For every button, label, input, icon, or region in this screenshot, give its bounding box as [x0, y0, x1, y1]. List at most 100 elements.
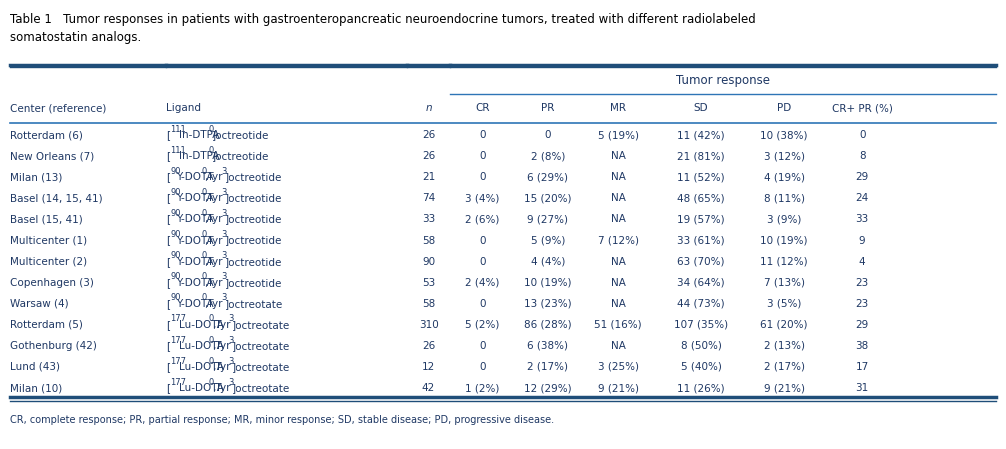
Text: 48 (65%): 48 (65%) [677, 194, 725, 203]
Text: 0: 0 [201, 272, 207, 282]
Text: MR: MR [611, 103, 626, 113]
Text: Basel (15, 41): Basel (15, 41) [10, 215, 82, 224]
Text: 0: 0 [209, 314, 214, 323]
Text: 5 (19%): 5 (19%) [598, 130, 639, 140]
Text: 31: 31 [855, 383, 869, 393]
Text: 23: 23 [855, 299, 869, 309]
Text: 0: 0 [479, 236, 486, 246]
Text: 33 (61%): 33 (61%) [677, 236, 725, 246]
Text: ,Tyr: ,Tyr [204, 277, 223, 288]
Text: 61 (20%): 61 (20%) [761, 320, 808, 330]
Text: ]octreotide: ]octreotide [224, 172, 282, 182]
Text: ]octreotate: ]octreotate [231, 362, 290, 372]
Text: Table 1   Tumor responses in patients with gastroenteropancreatic neuroendocrine: Table 1 Tumor responses in patients with… [10, 13, 756, 26]
Text: 29: 29 [855, 172, 869, 182]
Text: Y-DOTA: Y-DOTA [176, 236, 214, 246]
Text: 0: 0 [209, 146, 214, 155]
Text: 15 (20%): 15 (20%) [524, 194, 571, 203]
Text: 51 (16%): 51 (16%) [595, 320, 642, 330]
Text: 13 (23%): 13 (23%) [524, 299, 571, 309]
Text: Ligand: Ligand [166, 103, 201, 113]
Text: 177: 177 [170, 378, 186, 387]
Text: Center (reference): Center (reference) [10, 103, 107, 113]
Text: 58: 58 [422, 299, 436, 309]
Text: SD: SD [694, 103, 708, 113]
Text: 3: 3 [228, 335, 234, 344]
Text: 33: 33 [422, 215, 436, 224]
Text: 90: 90 [170, 209, 181, 218]
Text: 90: 90 [170, 251, 181, 260]
Text: 2 (13%): 2 (13%) [764, 341, 805, 351]
Text: Milan (10): Milan (10) [10, 383, 62, 393]
Text: [: [ [166, 362, 170, 372]
Text: [: [ [166, 236, 170, 246]
Text: 4 (4%): 4 (4%) [530, 257, 565, 267]
Text: 23: 23 [855, 277, 869, 288]
Text: Y-DOTA: Y-DOTA [176, 257, 214, 267]
Text: Multicenter (1): Multicenter (1) [10, 236, 88, 246]
Text: NA: NA [611, 215, 626, 224]
Text: CR: CR [475, 103, 490, 113]
Text: Copenhagen (3): Copenhagen (3) [10, 277, 94, 288]
Text: 3: 3 [221, 209, 227, 218]
Text: In-DTPA: In-DTPA [179, 130, 219, 140]
Text: NA: NA [611, 257, 626, 267]
Text: 53: 53 [422, 277, 436, 288]
Text: 111: 111 [170, 146, 186, 155]
Text: 4 (19%): 4 (19%) [764, 172, 805, 182]
Text: 2 (17%): 2 (17%) [764, 362, 805, 372]
Text: 9: 9 [859, 236, 865, 246]
Text: ,Tyr: ,Tyr [204, 172, 223, 182]
Text: 24: 24 [855, 194, 869, 203]
Text: ]octreotate: ]octreotate [231, 383, 290, 393]
Text: [: [ [166, 341, 170, 351]
Text: Lu-DOTA: Lu-DOTA [179, 362, 224, 372]
Text: 10 (19%): 10 (19%) [761, 236, 808, 246]
Text: 3 (4%): 3 (4%) [465, 194, 500, 203]
Text: 29: 29 [855, 320, 869, 330]
Text: 3: 3 [221, 167, 227, 176]
Text: ]octreotide: ]octreotide [224, 236, 282, 246]
Text: 0: 0 [201, 188, 207, 197]
Text: Milan (13): Milan (13) [10, 172, 62, 182]
Text: 8: 8 [859, 151, 865, 161]
Text: somatostatin analogs.: somatostatin analogs. [10, 31, 141, 44]
Text: Y-DOTA: Y-DOTA [176, 215, 214, 224]
Text: 8 (50%): 8 (50%) [681, 341, 721, 351]
Text: 10 (38%): 10 (38%) [761, 130, 808, 140]
Text: 3 (9%): 3 (9%) [767, 215, 802, 224]
Text: ]octreotide: ]octreotide [212, 151, 270, 161]
Text: [: [ [166, 215, 170, 224]
Text: Warsaw (4): Warsaw (4) [10, 299, 68, 309]
Text: ]octreotide: ]octreotide [224, 277, 282, 288]
Text: CR, complete response; PR, partial response; MR, minor response; SD, stable dise: CR, complete response; PR, partial respo… [10, 415, 554, 425]
Text: ,Tyr: ,Tyr [204, 194, 223, 203]
Text: 0: 0 [209, 378, 214, 387]
Text: 0: 0 [201, 209, 207, 218]
Text: 38: 38 [855, 341, 869, 351]
Text: Rotterdam (6): Rotterdam (6) [10, 130, 82, 140]
Text: NA: NA [611, 277, 626, 288]
Text: 3: 3 [221, 272, 227, 282]
Text: NA: NA [611, 341, 626, 351]
Text: 11 (52%): 11 (52%) [677, 172, 725, 182]
Text: 90: 90 [170, 230, 181, 239]
Text: 90: 90 [170, 167, 181, 176]
Text: 26: 26 [422, 130, 436, 140]
Text: 63 (70%): 63 (70%) [677, 257, 725, 267]
Text: NA: NA [611, 299, 626, 309]
Text: Gothenburg (42): Gothenburg (42) [10, 341, 97, 351]
Text: 0: 0 [209, 357, 214, 365]
Text: Tumor response: Tumor response [676, 74, 770, 87]
Text: [: [ [166, 151, 170, 161]
Text: 11 (12%): 11 (12%) [761, 257, 808, 267]
Text: Y-DOTA: Y-DOTA [176, 299, 214, 309]
Text: 12 (29%): 12 (29%) [524, 383, 571, 393]
Text: [: [ [166, 194, 170, 203]
Text: 9 (27%): 9 (27%) [527, 215, 568, 224]
Text: 2 (17%): 2 (17%) [527, 362, 568, 372]
Text: 7 (12%): 7 (12%) [598, 236, 639, 246]
Text: [: [ [166, 299, 170, 309]
Text: 7 (13%): 7 (13%) [764, 277, 805, 288]
Text: 3: 3 [221, 230, 227, 239]
